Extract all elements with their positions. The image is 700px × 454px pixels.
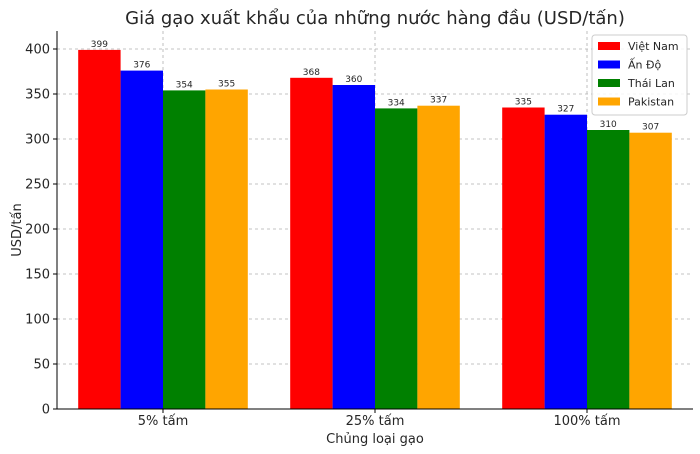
y-axis-label: USD/tấn <box>10 203 25 256</box>
bar-value-label: 337 <box>430 96 447 106</box>
legend-entry: Ấn Độ <box>628 58 662 72</box>
bar-value-label: 327 <box>557 105 574 115</box>
axes: 0 50 100 150 200 250 300 350 400 5% tấm 25% tấm 100… <box>25 31 693 429</box>
bar <box>544 114 587 409</box>
bar-value-label: 376 <box>133 61 150 71</box>
y-tick-label: 150 <box>25 268 50 283</box>
x-axis-label: Chủng loại gạo <box>326 432 424 447</box>
bar <box>78 49 121 410</box>
bar <box>205 89 248 409</box>
bar <box>629 132 672 409</box>
y-tick-label: 350 <box>25 88 50 103</box>
x-tick-label: 25% tấm <box>346 414 405 429</box>
y-tick-label: 50 <box>33 358 50 373</box>
bar <box>120 70 163 409</box>
x-tick-label: 5% tấm <box>138 414 188 429</box>
bars <box>78 49 672 410</box>
bar-value-label: 355 <box>218 80 235 90</box>
legend: Việt Nam Ấn Độ Thái Lan Pakistan <box>591 34 688 116</box>
bar-value-label: 354 <box>176 80 193 90</box>
bar <box>163 90 206 410</box>
bar <box>375 108 418 410</box>
bar <box>502 107 545 409</box>
legend-swatch <box>598 79 620 87</box>
y-tick-label: 200 <box>25 223 50 238</box>
bar <box>290 77 333 410</box>
legend-box <box>591 34 688 116</box>
y-tick-label: 100 <box>25 313 50 328</box>
y-tick-label: 400 <box>25 43 50 58</box>
y-tick-label: 250 <box>25 178 50 193</box>
y-tick-label: 0 <box>42 403 50 418</box>
legend-entry: Thái Lan <box>627 77 675 90</box>
bar <box>417 105 460 409</box>
bar-value-label: 368 <box>303 68 320 78</box>
bar-value-label: 335 <box>515 98 532 108</box>
bar-value-label: 360 <box>345 75 362 85</box>
legend-swatch <box>598 60 620 69</box>
bar-value-label: 399 <box>91 40 108 50</box>
bar-value-label: 334 <box>388 98 405 108</box>
bar <box>332 85 375 409</box>
data-labels: 399 376 354 355 368 360 334 337 335 327 310 307 <box>91 40 659 133</box>
legend-swatch <box>598 42 620 50</box>
bar-value-label: 310 <box>600 120 617 130</box>
bar-value-label: 307 <box>642 123 659 133</box>
chart-title: Giá gạo xuất khẩu của những nước hàng đầ… <box>125 8 625 29</box>
legend-swatch <box>598 97 620 106</box>
legend-entry: Pakistan <box>628 96 674 109</box>
bar <box>587 130 630 409</box>
x-tick-label: 100% tấm <box>553 414 620 429</box>
legend-entry: Việt Nam <box>628 40 679 53</box>
y-tick-label: 300 <box>25 133 50 148</box>
